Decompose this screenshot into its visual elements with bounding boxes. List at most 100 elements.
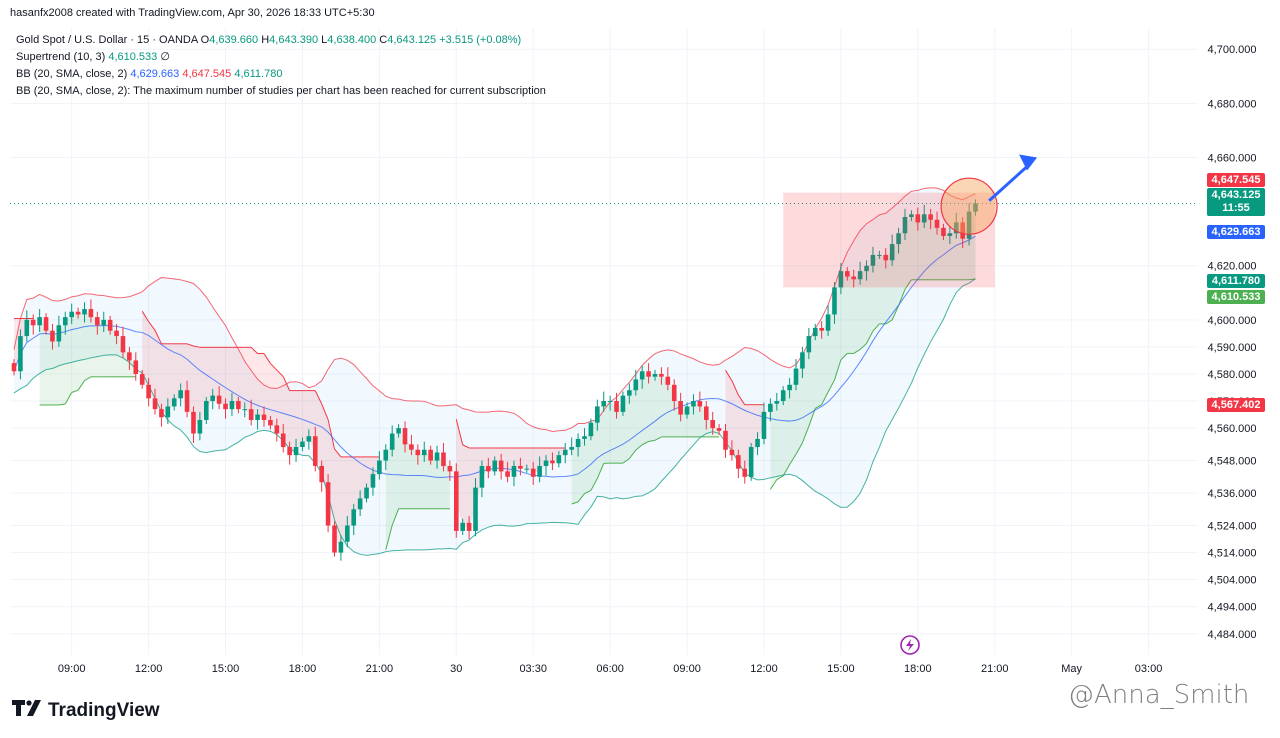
bb-lower-price-label: 4,611.780 — [1207, 274, 1265, 288]
supertrend-line-segment — [648, 439, 656, 442]
supertrend-shade — [366, 456, 373, 494]
candle-body — [364, 487, 369, 499]
candle-body — [639, 371, 645, 380]
candle-body — [697, 401, 703, 407]
candle-body — [479, 465, 485, 488]
candle-body — [896, 233, 901, 245]
candle-body — [88, 309, 94, 318]
supertrend-shade — [78, 311, 85, 391]
supertrend-line-segment — [834, 359, 842, 381]
candle-body — [293, 447, 299, 456]
time-tick-label: 18:00 — [289, 663, 317, 675]
supertrend-empty-value: ∅ — [160, 51, 170, 63]
supertrend-shade — [571, 442, 579, 505]
tradingview-logo[interactable]: TradingView — [12, 700, 160, 722]
supertrend-shade — [84, 311, 91, 381]
time-tick-label: 03:00 — [1135, 663, 1163, 675]
candle-body — [870, 254, 876, 266]
candle-body — [409, 444, 414, 450]
candle-body — [30, 319, 36, 326]
supertrend-line-segment — [628, 449, 637, 459]
bb-basis-price-label: 4,629.663 — [1207, 225, 1265, 239]
supertrend-line-segment — [64, 392, 73, 405]
candle-body — [665, 376, 671, 385]
supertrend-shade — [898, 225, 905, 306]
ohlc-high: 4,643.390 — [269, 34, 319, 46]
candle-body — [966, 211, 972, 239]
supertrend-line-segment — [58, 403, 66, 406]
candle-body — [627, 390, 632, 396]
supertrend-shade — [244, 347, 252, 415]
supertrend-shade — [103, 322, 111, 377]
bb2-legend-row[interactable]: BB (20, SMA, close, 2): The maximum numb… — [16, 83, 546, 100]
candle-body — [543, 460, 549, 466]
time-tick-label: 09:00 — [58, 663, 86, 675]
supertrend-shade — [417, 452, 425, 509]
candle-body — [184, 390, 190, 412]
time-tick-label: 12:00 — [135, 663, 163, 675]
supertrend-line-segment — [635, 444, 643, 451]
price-tick-label: 4,700.000 — [1208, 44, 1257, 56]
symbol-name: Gold Spot / U.S. Dollar · 15 · OANDA — [16, 34, 198, 46]
price-tick-label: 4,524.000 — [1208, 521, 1257, 533]
supertrend-shade — [302, 390, 309, 445]
supertrend-shade — [46, 323, 53, 405]
supertrend-line-segment — [77, 380, 85, 391]
price-tick-label: 4,514.000 — [1208, 548, 1257, 560]
supertrend-legend-row[interactable]: Supertrend (10, 3) 4,610.533 ∅ — [16, 49, 546, 66]
supertrend-shade — [866, 260, 873, 344]
supertrend-shade — [924, 217, 931, 280]
supertrend-line-segment — [769, 479, 778, 490]
supertrend-shade — [52, 333, 59, 405]
supertrend-line-segment — [590, 478, 598, 491]
price-change: +3.515 (+0.08%) — [439, 34, 522, 46]
price-tick-label: 4,504.000 — [1208, 575, 1257, 587]
bb-background — [14, 187, 976, 556]
supertrend-shade — [911, 215, 918, 280]
price-tick-label: 4,484.000 — [1208, 629, 1257, 641]
ohlc-close: 4,643.125 — [387, 34, 437, 46]
time-axis[interactable]: 09:00 12:00 15:00 18:00 21:00 30 03:30 06:00 09:… — [58, 663, 1162, 675]
candle-body — [889, 244, 895, 261]
supertrend-shade — [270, 363, 277, 430]
supertrend-line-segment — [327, 419, 335, 450]
candle-body — [18, 336, 23, 372]
ohlc-open-key: O — [200, 34, 210, 46]
focus-circle — [940, 177, 998, 235]
bb-legend-row[interactable]: BB (20, SMA, close, 2) 4,629.663 4,647.5… — [16, 66, 546, 83]
supertrend-shade — [840, 273, 848, 360]
symbol-legend-row[interactable]: Gold Spot / U.S. Dollar · 15 · OANDA O 4,… — [16, 32, 546, 49]
stop-price-label: 4,567.402 — [1207, 398, 1265, 412]
candle-body — [909, 214, 914, 218]
supertrend-shade — [174, 343, 181, 403]
candle-body — [562, 449, 568, 456]
lightning-icon — [900, 635, 920, 655]
time-tick-label: 12:00 — [750, 663, 778, 675]
price-tick-label: 4,580.000 — [1208, 369, 1257, 381]
candle-body — [569, 447, 574, 450]
candle-body — [242, 409, 248, 411]
supertrend-line-segment — [776, 475, 784, 481]
supertrend-shade — [956, 227, 963, 280]
supertrend-line-segment — [782, 464, 791, 477]
supertrend-line-segment — [71, 389, 79, 393]
candle-body — [453, 471, 459, 531]
supertrend-line-segment — [859, 343, 867, 350]
candle-body — [953, 222, 959, 234]
supertrend-line-segment — [596, 463, 605, 479]
candle-body — [723, 430, 728, 450]
supertrend-shade — [398, 430, 406, 509]
last-price-label: 4,643.125 11:55 — [1207, 188, 1265, 216]
candle-body — [646, 371, 651, 377]
supertrend-line-segment — [193, 345, 200, 348]
supertrend-line-segment — [808, 408, 816, 427]
candle-body — [582, 436, 587, 439]
supertrend-line-segment — [455, 419, 464, 445]
candle-body — [447, 465, 453, 472]
price-axis[interactable]: 4,700.000 4,680.000 4,660.000 4,620.000 4,60… — [1208, 44, 1257, 641]
price-tick-label: 4,660.000 — [1208, 152, 1257, 164]
supertrend-shade — [155, 330, 162, 414]
supertrend-shade — [629, 384, 636, 459]
supertrend-shade — [392, 430, 399, 526]
